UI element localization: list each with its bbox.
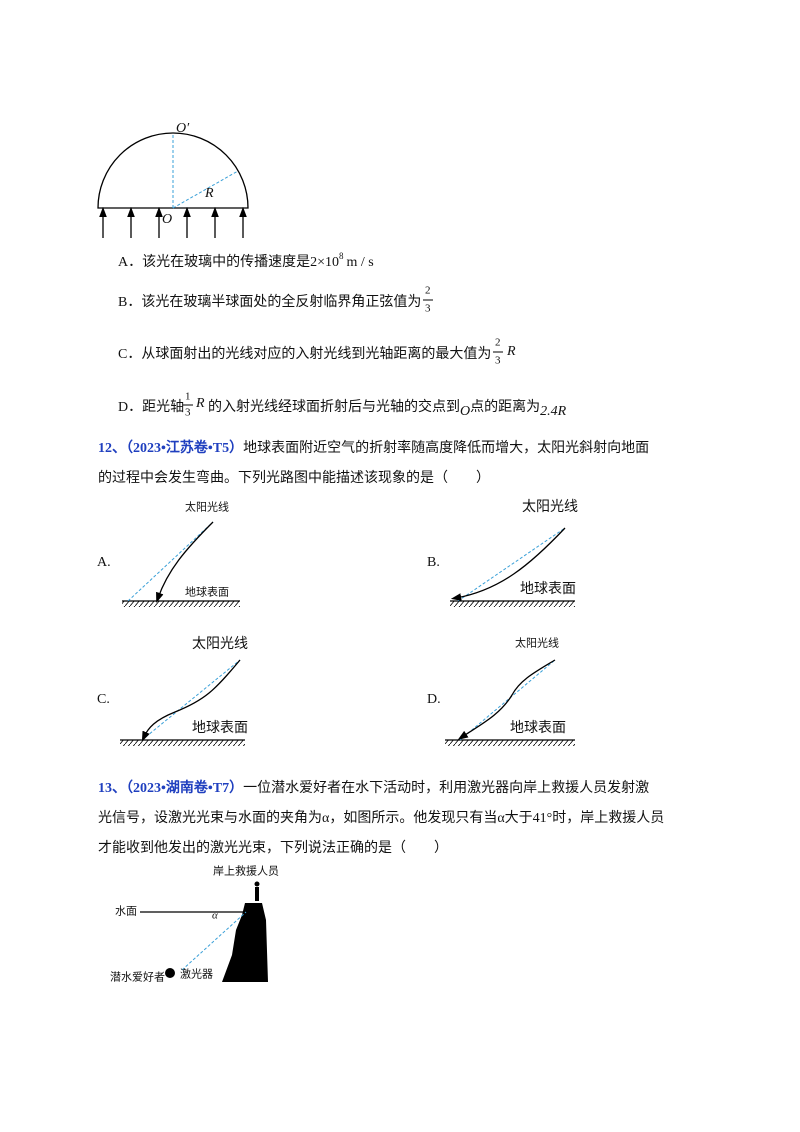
label: 地球表面 bbox=[510, 720, 566, 736]
text: 2×10 bbox=[310, 255, 339, 270]
diagram-c: C. 太阳光线 地球表面 bbox=[97, 636, 248, 746]
option: A．该光在玻璃中的传播速度是2×108 m / s bbox=[118, 251, 374, 270]
label: R bbox=[204, 186, 214, 201]
label: 地球表面 bbox=[185, 585, 229, 599]
label: 太阳光线 bbox=[185, 500, 229, 514]
label: 太阳光线 bbox=[522, 499, 578, 515]
text: 一位潜水爱好者在水下活动时，利用激光器向岸上救援人员发射激 bbox=[243, 779, 649, 796]
fraction: 2 bbox=[495, 337, 501, 349]
label: 岸上救援人员 bbox=[213, 864, 279, 878]
text: m / s bbox=[347, 255, 374, 270]
text: O bbox=[460, 404, 470, 419]
text: 8 bbox=[339, 251, 344, 261]
option: B．该光在玻璃半球面处的全反射临界角正弦值为 bbox=[118, 293, 421, 310]
question: 12、（2023•江苏卷•T5）地球表面附近空气的折射率随高度降低而增大，太阳光… bbox=[98, 439, 649, 456]
question: 光信号，设激光光束与水面的夹角为α，如图所示。他发现只有当α大于41°时，岸上救… bbox=[98, 809, 664, 826]
label: A. bbox=[97, 555, 111, 570]
label: 太阳光线 bbox=[515, 636, 559, 650]
text: D． bbox=[118, 400, 142, 415]
text: 该光在玻璃半球面处的全反射临界角正弦值为 bbox=[141, 293, 421, 310]
label: 太阳光线 bbox=[192, 636, 248, 652]
label: 水面 bbox=[115, 905, 137, 918]
label: D. bbox=[427, 692, 441, 707]
text: B． bbox=[118, 295, 141, 310]
fraction: 1 bbox=[185, 391, 191, 403]
label: α bbox=[212, 910, 218, 922]
fraction: 3 bbox=[185, 407, 191, 419]
text: C． bbox=[118, 347, 141, 362]
fig-diver: 岸上救援人员 水面 α 潜水爱好者 激光器 bbox=[110, 864, 279, 984]
question: 13、（2023•湖南卷•T7）一位潜水爱好者在水下活动时，利用激光器向岸上救援… bbox=[98, 779, 649, 796]
label: O′ bbox=[176, 121, 190, 136]
text: 地球表面附近空气的折射率随高度降低而增大，太阳光斜射向地面 bbox=[243, 439, 649, 456]
text: 12、（2023•江苏卷•T5） bbox=[98, 439, 243, 456]
fraction: 3 bbox=[495, 355, 501, 367]
diagram-a: A. 太阳光线 地球表面 bbox=[97, 500, 240, 607]
fig-hemisphere: O′ O R bbox=[97, 121, 249, 238]
diagram-b: B. 太阳光线 地球表面 bbox=[427, 499, 578, 607]
math: R bbox=[195, 396, 205, 411]
question: 的过程中会发生弯曲。下列光路图中能描述该现象的是（ ） bbox=[98, 469, 490, 486]
label: B. bbox=[427, 555, 440, 570]
text: 的入射光线经球面折射后与光轴的交点到 bbox=[208, 398, 460, 415]
label: 地球表面 bbox=[520, 581, 576, 597]
text: 13、（2023•湖南卷•T7） bbox=[98, 779, 243, 796]
fraction: 2 bbox=[425, 285, 431, 297]
fraction: 3 bbox=[425, 303, 431, 315]
math: R bbox=[506, 344, 516, 359]
question: 才能收到他发出的激光光束，下列说法正确的是（ ） bbox=[98, 839, 448, 856]
label: 激光器 bbox=[180, 967, 213, 981]
text: 2.4R bbox=[540, 404, 567, 419]
option: 的入射光线经球面折射后与光轴的交点到O点的距离为2.4R bbox=[208, 398, 567, 419]
text: 距光轴 bbox=[142, 399, 184, 415]
option: D．距光轴 bbox=[118, 399, 184, 415]
text: 从球面射出的光线对应的入射光线到光轴距离的最大值为 bbox=[141, 345, 491, 362]
label: 潜水爱好者 bbox=[110, 970, 165, 984]
text: 点的距离为 bbox=[470, 398, 540, 415]
label: O bbox=[162, 212, 172, 227]
label: C. bbox=[97, 692, 110, 707]
text: 该光在玻璃中的传播速度是 bbox=[142, 253, 310, 270]
label: 地球表面 bbox=[192, 720, 248, 736]
text: A． bbox=[118, 255, 142, 270]
option: C．从球面射出的光线对应的入射光线到光轴距离的最大值为 bbox=[118, 345, 491, 362]
diagram-d: D. 太阳光线 地球表面 bbox=[427, 636, 575, 746]
